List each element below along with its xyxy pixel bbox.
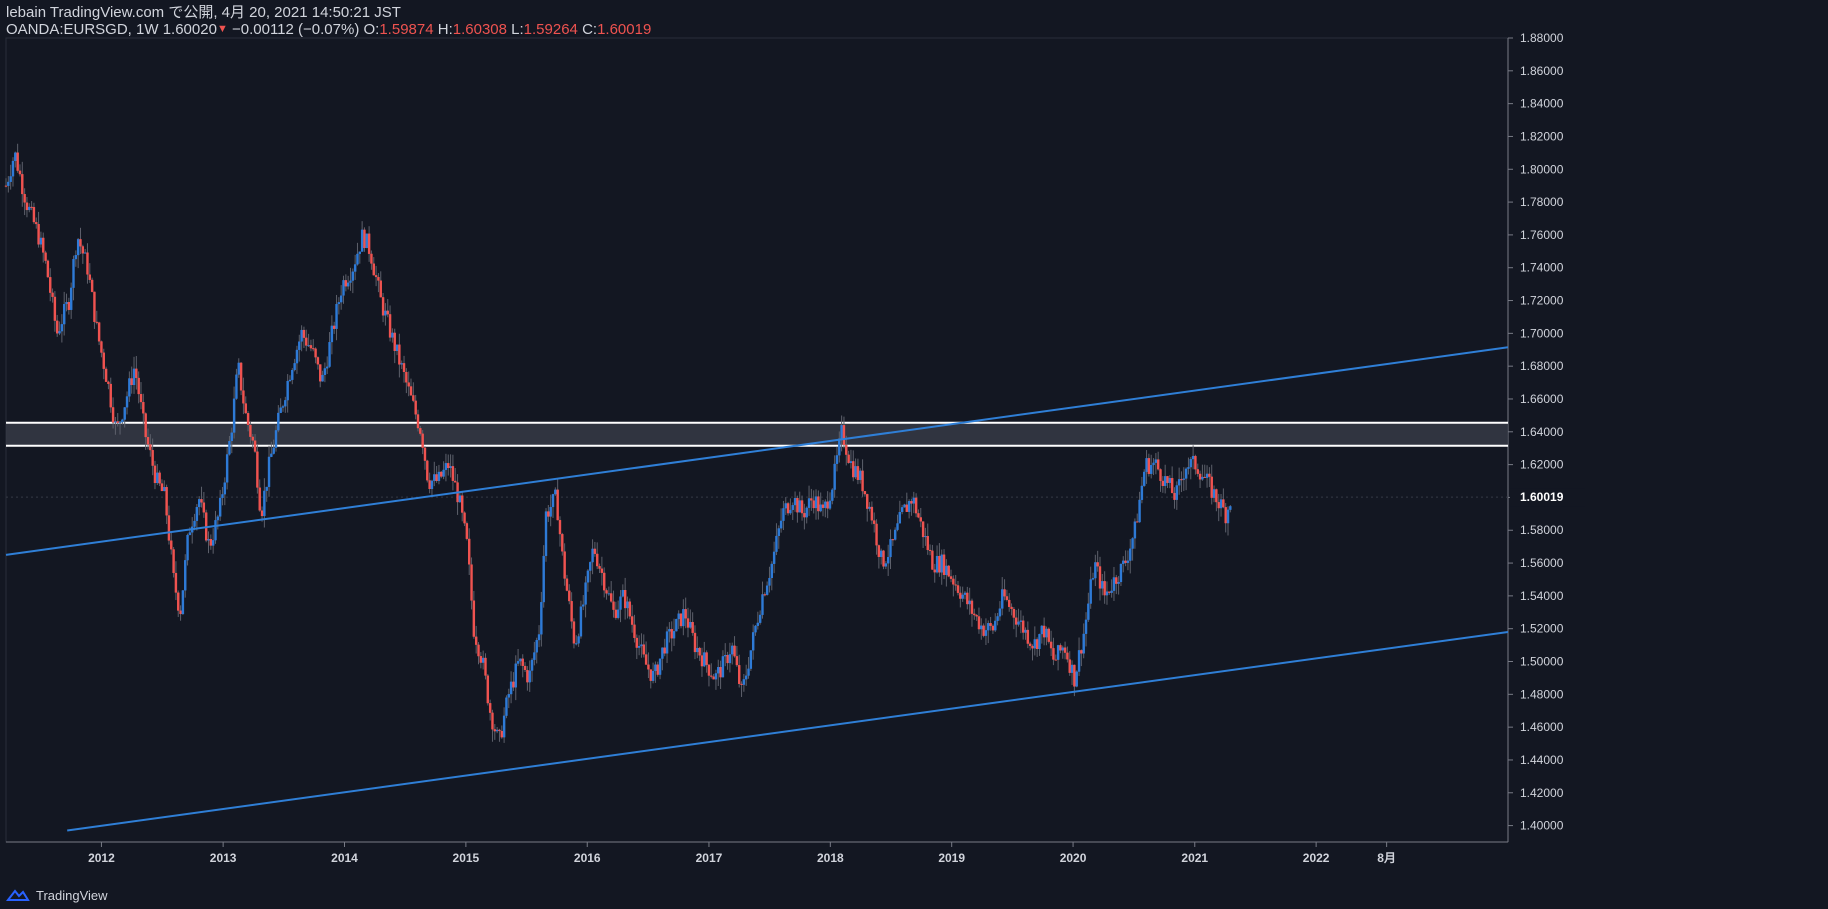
candle [1180,479,1183,481]
x-tick-label: 8月 [1377,851,1396,865]
y-tick-label: 1.82000 [1520,129,1564,143]
x-tick-label: 2019 [938,851,965,865]
x-tick-label: 2015 [453,851,480,865]
y-tick-label: 1.44000 [1520,753,1564,767]
high-value: 1.60308 [452,21,507,38]
x-tick-label: 2018 [817,851,844,865]
candle [575,643,578,645]
publish-info: lebain TradingView.com で公開, 4月 20, 2021 … [6,4,401,21]
y-tick-label: 1.54000 [1520,589,1564,603]
y-tick-label: 1.42000 [1520,786,1564,800]
x-tick-label: 2016 [574,851,601,865]
x-tick-label: 2021 [1181,851,1208,865]
symbol-legend: OANDA:EURSGD, 1W 1.60020▼ −0.00112 (−0.0… [6,21,651,40]
low-value: 1.59264 [523,21,578,38]
x-tick-label: 2014 [331,851,358,865]
x-tick-label: 2013 [210,851,237,865]
symbol-name[interactable]: OANDA:EURSGD, 1W [6,21,159,38]
open-label: O: [363,21,380,38]
candle [307,345,310,347]
last-price-label-bg [1510,488,1585,507]
low-label: L: [511,21,524,38]
y-tick-label: 1.40000 [1520,819,1564,833]
y-tick-label: 1.56000 [1520,556,1564,570]
y-tick-label: 1.62000 [1520,458,1564,472]
candle [607,593,611,595]
y-tick-label: 1.46000 [1520,720,1564,734]
high-label: H: [437,21,453,38]
down-arrow-icon: ▼ [216,23,228,35]
y-tick-label: 1.80000 [1520,162,1564,176]
price-change: −0.00112 (−0.07%) [232,21,360,38]
tradingview-brand[interactable]: TradingView [36,887,108,903]
y-tick-label: 1.48000 [1520,687,1564,701]
tradingview-logo-icon [6,889,30,901]
resistance-zone[interactable] [6,422,1508,446]
footer: TradingView [6,881,108,909]
x-tick-label: 2012 [88,851,115,865]
y-tick-label: 1.76000 [1520,228,1564,242]
open-value: 1.59874 [379,21,434,38]
y-tick-label: 1.68000 [1520,359,1564,373]
y-tick-label: 1.72000 [1520,294,1564,308]
close-label: C: [582,21,598,38]
upper-trend-line[interactable] [5,346,1509,556]
x-tick-label: 2020 [1060,851,1087,865]
last-price: 1.60020 [162,21,217,38]
last-price-label: 1.60019 [1520,490,1564,504]
close-value: 1.60019 [597,21,652,38]
y-tick-label: 1.74000 [1520,261,1564,275]
y-tick-label: 1.64000 [1520,425,1564,439]
candle [30,206,33,208]
y-tick-label: 1.78000 [1520,195,1564,209]
x-tick-label: 2022 [1303,851,1330,865]
lower-trend-line[interactable] [67,630,1509,832]
candle [891,539,895,541]
y-tick-label: 1.88000 [1520,31,1564,45]
y-tick-label: 1.84000 [1520,97,1564,111]
y-tick-label: 1.58000 [1520,523,1564,537]
candle [1054,659,1057,661]
y-tick-label: 1.50000 [1520,655,1564,669]
x-tick-label: 2017 [696,851,723,865]
y-tick-label: 1.86000 [1520,64,1564,78]
y-tick-label: 1.52000 [1520,622,1564,636]
y-tick-label: 1.66000 [1520,392,1564,406]
candle [312,348,315,350]
candle [4,185,8,187]
y-tick-label: 1.70000 [1520,326,1564,340]
